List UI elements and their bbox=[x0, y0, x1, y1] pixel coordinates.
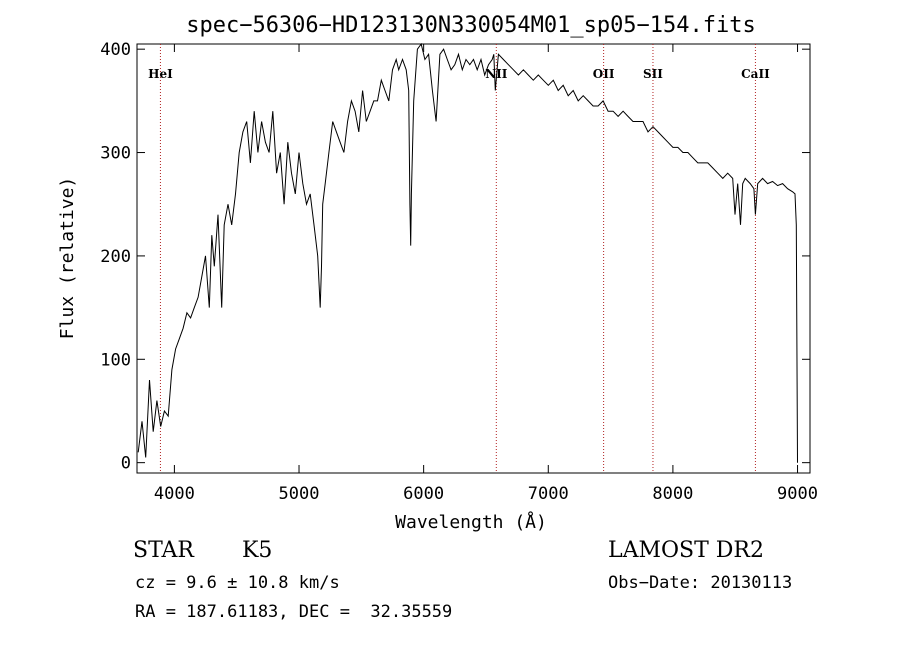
y-tick-label: 200 bbox=[100, 247, 131, 267]
y-tick-label: 400 bbox=[100, 40, 131, 60]
object-subclass: K5 bbox=[242, 538, 273, 563]
spectral-line-label: HeI bbox=[148, 67, 173, 81]
x-axis-label: Wavelength (Å) bbox=[395, 511, 547, 533]
x-tick-label: 6000 bbox=[403, 484, 444, 504]
y-tick-label: 0 bbox=[121, 454, 131, 474]
spectral-line-label: CaII bbox=[741, 67, 770, 81]
x-tick-label: 8000 bbox=[652, 484, 693, 504]
x-tick-label: 9000 bbox=[777, 484, 818, 504]
chart-title: spec−56306−HD123130N330054M01_sp05−154.f… bbox=[186, 13, 756, 38]
y-axis: 0 100 200 300 400 bbox=[100, 40, 810, 474]
plot-frame bbox=[136, 43, 811, 474]
x-tick-label: 4000 bbox=[154, 484, 195, 504]
y-tick-label: 300 bbox=[100, 144, 131, 164]
y-tick-label: 100 bbox=[100, 350, 131, 370]
spectrum-chart: spec−56306−HD123130N330054M01_sp05−154.f… bbox=[57, 13, 818, 533]
x-axis: 4000 5000 6000 7000 8000 9000 bbox=[154, 44, 818, 504]
spectrum-series bbox=[137, 42, 798, 463]
spectral-line-label: OII bbox=[593, 67, 615, 81]
plot-area bbox=[136, 43, 811, 474]
y-axis-label: Flux (relative) bbox=[57, 177, 78, 340]
redshift-velocity: cz = 9.6 ± 10.8 km/s bbox=[135, 573, 340, 593]
spectrum-line bbox=[137, 42, 798, 463]
spectral-line-label: SII bbox=[643, 67, 663, 81]
observation-date: Obs−Date: 20130113 bbox=[608, 573, 793, 593]
object-class: STAR bbox=[133, 538, 194, 563]
ra-dec-coordinates: RA = 187.61183, DEC = 32.35559 bbox=[135, 602, 453, 622]
x-tick-label: 7000 bbox=[528, 484, 569, 504]
x-tick-label: 5000 bbox=[279, 484, 320, 504]
spectral-line-markers: HeI NII OII SII CaII bbox=[148, 44, 770, 473]
survey-name: LAMOST DR2 bbox=[608, 538, 764, 563]
